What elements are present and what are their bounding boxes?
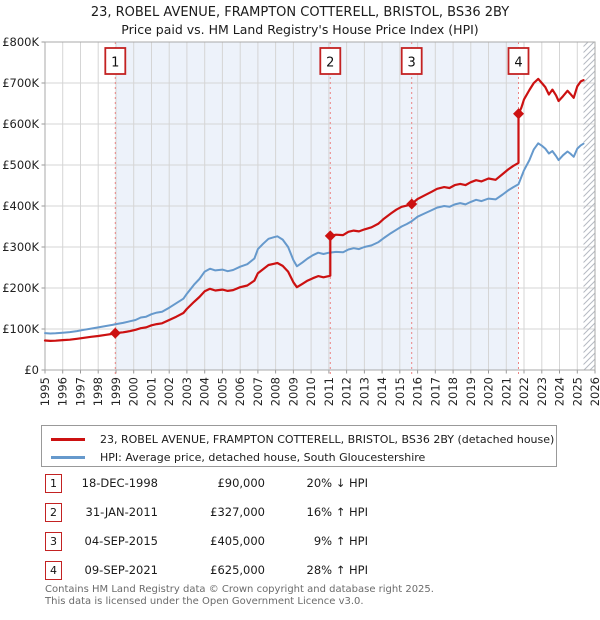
chart-title: 23, ROBEL AVENUE, FRAMPTON COTTERELL, BR… xyxy=(90,5,510,20)
sale-date: 09-SEP-2021 xyxy=(84,563,158,577)
svg-text:2024: 2024 xyxy=(553,377,567,406)
sale-diamond-2 xyxy=(324,230,336,242)
svg-text:1996: 1996 xyxy=(56,377,70,406)
license-footer: Contains HM Land Registry data © Crown c… xyxy=(45,584,434,607)
sale-price: £405,000 xyxy=(210,534,265,548)
sale-diamond-3 xyxy=(406,198,418,210)
svg-text:£500K: £500K xyxy=(2,158,39,172)
sale-price: £625,000 xyxy=(210,563,265,577)
svg-text:£0: £0 xyxy=(24,363,39,377)
svg-text:2009: 2009 xyxy=(286,377,300,406)
sale-vs-hpi: 16% ↑ HPI xyxy=(306,505,368,519)
legend-label-price-paid: 23, ROBEL AVENUE, FRAMPTON COTTERELL, BR… xyxy=(100,432,555,446)
sale-vs-hpi: 9% ↑ HPI xyxy=(313,534,368,548)
svg-text:2000: 2000 xyxy=(127,377,141,406)
svg-text:2018: 2018 xyxy=(446,377,460,406)
sale-date: 18-DEC-1998 xyxy=(81,476,158,490)
transaction-row: 3 04-SEP-2015 £405,000 9% ↑ HPI xyxy=(45,532,375,561)
plot-border xyxy=(44,41,596,371)
svg-text:1995: 1995 xyxy=(38,377,52,406)
svg-text:2020: 2020 xyxy=(482,377,496,406)
sale-date: 31-JAN-2011 xyxy=(85,505,159,519)
legend-label-hpi: HPI: Average price, detached house, Sout… xyxy=(100,450,426,464)
sale-marker-number-2: 2 xyxy=(326,56,334,71)
x-axis-labels: 1995 1996 1997 1998 1999 2000 2001 2002 2003 2004… xyxy=(38,377,600,406)
svg-text:2012: 2012 xyxy=(340,377,354,406)
footer-line-1: Contains HM Land Registry data © Crown c… xyxy=(45,584,434,595)
svg-text:2019: 2019 xyxy=(464,377,478,406)
sale-marker-number-1: 1 xyxy=(111,56,119,71)
sale-marker-box-4 xyxy=(507,47,530,75)
svg-text:£200K: £200K xyxy=(2,281,39,295)
sale-number-badge: 4 xyxy=(45,561,62,580)
svg-text:2001: 2001 xyxy=(145,377,159,406)
sale-marker-number-3: 3 xyxy=(408,56,416,71)
gridlines xyxy=(44,41,596,371)
legend-item-hpi: HPI: Average price, detached house, Sout… xyxy=(51,448,556,466)
svg-text:2010: 2010 xyxy=(304,377,318,406)
svg-text:£600K: £600K xyxy=(2,117,39,131)
chart-legend: 23, ROBEL AVENUE, FRAMPTON COTTERELL, BR… xyxy=(41,425,557,467)
svg-text:2017: 2017 xyxy=(428,377,442,406)
sale-price: £327,000 xyxy=(210,505,265,519)
sale-date: 04-SEP-2015 xyxy=(84,534,158,548)
svg-text:1999: 1999 xyxy=(109,377,123,406)
sale-marker-box-3 xyxy=(400,47,423,75)
chart-subtitle: Price paid vs. HM Land Registry's House … xyxy=(121,22,479,37)
y-axis-labels: £0 £100K £200K £300K £400K £500K £600K £700K £80… xyxy=(2,36,39,377)
sale-number-badge: 2 xyxy=(45,503,62,522)
svg-text:2011: 2011 xyxy=(322,377,336,406)
transaction-row: 1 18-DEC-1998 £90,000 20% ↓ HPI xyxy=(45,474,375,503)
svg-text:£100K: £100K xyxy=(2,322,39,336)
svg-text:2003: 2003 xyxy=(180,377,194,406)
svg-text:2021: 2021 xyxy=(499,377,513,406)
svg-text:£400K: £400K xyxy=(2,199,39,213)
svg-text:2008: 2008 xyxy=(269,377,283,406)
svg-text:2013: 2013 xyxy=(357,377,371,406)
svg-text:2006: 2006 xyxy=(233,377,247,406)
price-history-chart: 1 2 3 4 £0 £100K £200K £300K £400K £500K £600K £700… xyxy=(2,36,600,406)
svg-text:2014: 2014 xyxy=(375,377,389,406)
svg-text:1998: 1998 xyxy=(91,377,105,406)
svg-text:£700K: £700K xyxy=(2,76,39,90)
svg-text:2007: 2007 xyxy=(251,377,265,406)
svg-text:£800K: £800K xyxy=(2,36,39,49)
sale-number-badge: 1 xyxy=(45,474,62,493)
sale-vs-hpi: 20% ↓ HPI xyxy=(306,476,368,490)
svg-text:2005: 2005 xyxy=(215,377,229,406)
sale-price: £90,000 xyxy=(217,476,265,490)
sale-marker-box-1 xyxy=(104,47,127,75)
axis-ticks xyxy=(41,41,596,374)
transaction-row: 4 09-SEP-2021 £625,000 28% ↑ HPI xyxy=(45,561,375,590)
sale-diamond-1 xyxy=(109,327,121,339)
sale-vs-hpi: 28% ↑ HPI xyxy=(306,563,368,577)
svg-text:2025: 2025 xyxy=(570,377,584,406)
svg-text:2022: 2022 xyxy=(517,377,531,406)
transaction-table: 1 18-DEC-1998 £90,000 20% ↓ HPI 2 31-JAN-2011… xyxy=(45,474,375,590)
svg-text:2016: 2016 xyxy=(411,377,425,406)
sale-markers: 1 2 3 4 xyxy=(104,47,530,339)
hpi-line-swatch xyxy=(51,455,85,459)
hpi_average_price-line xyxy=(44,142,585,335)
price-line-swatch xyxy=(51,437,85,441)
svg-text:2023: 2023 xyxy=(535,377,549,406)
svg-text:2026: 2026 xyxy=(588,377,600,406)
sale-number-badge: 3 xyxy=(45,532,62,551)
sale-marker-number-4: 4 xyxy=(514,56,522,71)
future-hatch-region xyxy=(583,42,595,370)
footer-line-2: This data is licensed under the Open Gov… xyxy=(45,595,364,607)
svg-text:2002: 2002 xyxy=(162,377,176,406)
sale-diamond-4 xyxy=(513,108,525,120)
legend-item-price-paid: 23, ROBEL AVENUE, FRAMPTON COTTERELL, BR… xyxy=(51,430,556,448)
svg-text:1997: 1997 xyxy=(74,377,88,406)
sale-marker-box-2 xyxy=(319,47,342,75)
transaction-row: 2 31-JAN-2011 £327,000 16% ↑ HPI xyxy=(45,503,375,532)
svg-text:2004: 2004 xyxy=(198,377,212,406)
svg-text:2015: 2015 xyxy=(393,377,407,406)
svg-text:£300K: £300K xyxy=(2,240,39,254)
